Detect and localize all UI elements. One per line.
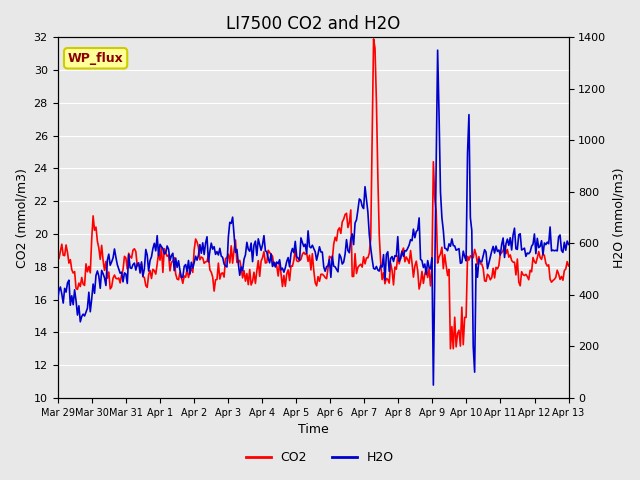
Y-axis label: H2O (mmol/m3): H2O (mmol/m3) bbox=[612, 168, 625, 268]
Title: LI7500 CO2 and H2O: LI7500 CO2 and H2O bbox=[226, 15, 400, 33]
Legend: CO2, H2O: CO2, H2O bbox=[241, 446, 399, 469]
Text: WP_flux: WP_flux bbox=[68, 52, 124, 65]
Y-axis label: CO2 (mmol/m3): CO2 (mmol/m3) bbox=[15, 168, 28, 267]
X-axis label: Time: Time bbox=[298, 423, 328, 436]
